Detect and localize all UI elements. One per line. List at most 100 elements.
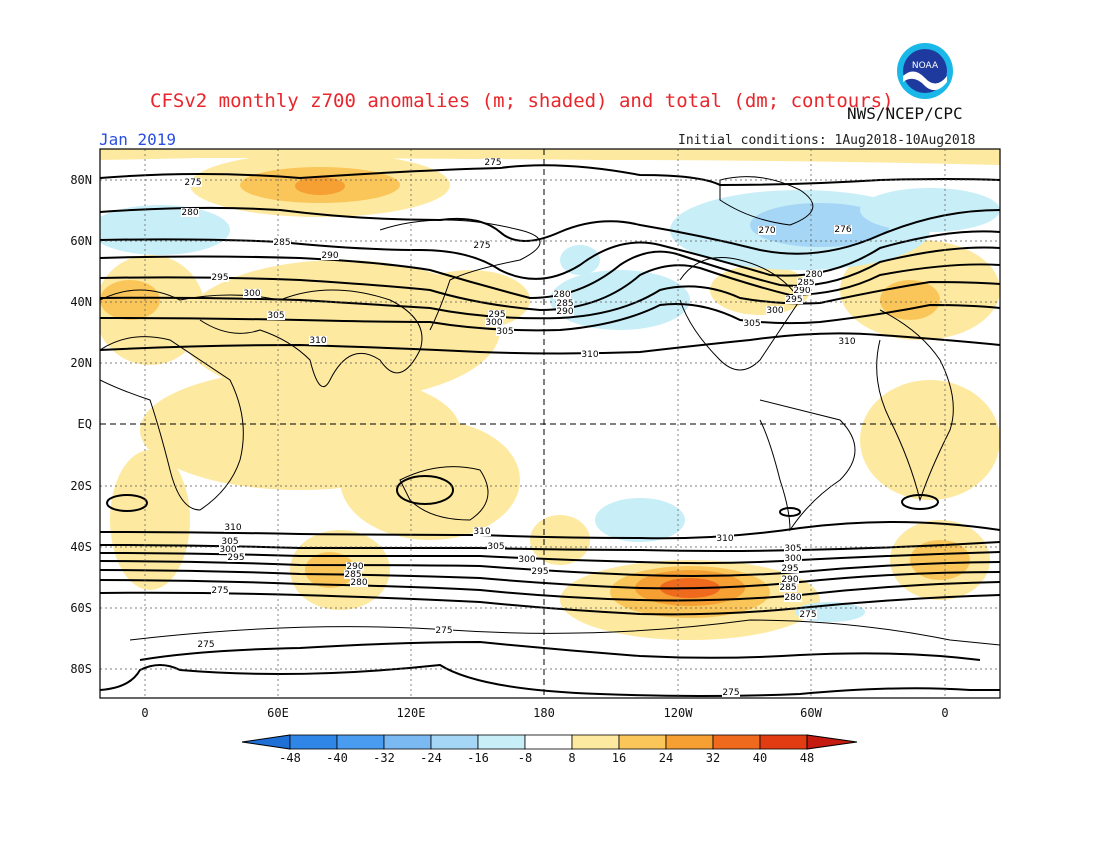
contour-label-bg [805, 270, 823, 279]
lon-label-0: 0 [141, 706, 149, 720]
noaa-logo-icon: NOAA [897, 43, 953, 99]
contour-label-bg [793, 286, 811, 295]
lon-label-120e: 120E [396, 706, 426, 720]
colorbar-label: 40 [752, 751, 768, 765]
contour-label: 300 [243, 289, 260, 299]
contour-label: 295 [781, 564, 798, 574]
contour-label-bg [344, 570, 362, 579]
contour-label: 290 [793, 286, 810, 296]
initial-conditions: Initial conditions: 1Aug2018-10Aug2018 [678, 133, 976, 148]
contour-label: 295 [488, 310, 505, 320]
contour-label-bg [581, 350, 599, 359]
contour-label-bg [227, 553, 245, 562]
contour-loop [779, 507, 801, 517]
contour-label-bg [531, 567, 549, 576]
contour-label: 285 [779, 583, 796, 593]
colorbar-label: -48 [279, 751, 301, 765]
contour-line [100, 332, 1000, 355]
colorbar-box [618, 734, 667, 750]
height-contours [100, 164, 1000, 697]
contour-label-bg [484, 158, 502, 167]
colorbar-label: -16 [467, 751, 489, 765]
contour-label-bg [219, 545, 237, 554]
colorbar-box [383, 734, 432, 750]
lon-label-60e: 60E [267, 706, 289, 720]
contour-label-bg [766, 306, 784, 315]
lat-label-60n: 60N [70, 234, 92, 248]
lat-label-20s: 20S [70, 479, 92, 493]
contour-label-bg [309, 336, 327, 345]
contour-label: 285 [556, 299, 573, 309]
equator-dateline [100, 149, 1000, 698]
contour-loop [396, 475, 454, 505]
contour-label-bg [556, 299, 574, 308]
contour-label: 275 [184, 178, 201, 188]
contour-line [100, 164, 1000, 187]
colorbar-box [712, 734, 761, 750]
contour-label: 275 [484, 158, 501, 168]
colorbar-label: 8 [568, 751, 576, 765]
colorbar-label: -24 [420, 751, 442, 765]
colorbar-box [477, 734, 526, 750]
contour-label-bg [553, 290, 571, 299]
contour-label-bg [722, 688, 740, 697]
contour-label-bg [485, 318, 503, 327]
colorbar-label: -8 [517, 751, 533, 765]
contour-label: 280 [553, 290, 570, 300]
colorbar-label: 48 [799, 751, 815, 765]
lat-label-eq: EQ [77, 417, 92, 431]
contour-label: 280 [181, 208, 198, 218]
colorbar-box [524, 734, 573, 750]
contour-label: 280 [805, 270, 822, 280]
contour-label: 290 [346, 562, 363, 572]
contour-label: 280 [784, 593, 801, 603]
contour-line [100, 541, 1000, 552]
lat-label-80s: 80S [70, 662, 92, 676]
contour-label-bg [781, 564, 799, 573]
contour-label-bg [784, 593, 802, 602]
contour-label-bg [435, 626, 453, 635]
contour-label-bg [211, 273, 229, 282]
contour-label: 295 [211, 273, 228, 283]
logo-text: NOAA [912, 61, 939, 71]
contour-label: 295 [227, 553, 244, 563]
contour-label: 275 [473, 241, 490, 251]
contour-label-bg [556, 307, 574, 316]
contour-line [100, 303, 1000, 332]
contour-label: 275 [197, 640, 214, 650]
contour-label-bg [221, 537, 239, 546]
agency-label: NWS/NCEP/CPC [847, 104, 963, 123]
lat-label-40s: 40S [70, 540, 92, 554]
contour-label: 285 [344, 570, 361, 580]
map-frame [99, 148, 1001, 699]
contour-label-bg [781, 575, 799, 584]
contour-label-bg [758, 226, 776, 235]
contour-label-bg [321, 251, 339, 260]
contour-label: 305 [784, 544, 801, 554]
contour-label: 295 [531, 567, 548, 577]
contour-label: 300 [518, 555, 535, 565]
contour-label: 270 [758, 226, 775, 236]
lat-label-20n: 20N [70, 356, 92, 370]
contour-label-bg [197, 640, 215, 649]
colorbar-box [759, 734, 808, 750]
contour-label: 310 [838, 337, 855, 347]
contour-label-bg [473, 527, 491, 536]
contour-label: 275 [211, 586, 228, 596]
contour-label: 305 [496, 327, 513, 337]
contour-label: 300 [784, 554, 801, 564]
contour-label-bg [184, 178, 202, 187]
contour-line [100, 591, 1000, 616]
contour-label-bg [518, 555, 536, 564]
lon-label-120w: 120W [663, 706, 693, 720]
contour-label-bg [779, 583, 797, 592]
contour-label: 275 [722, 688, 739, 698]
lat-label-80n: 80N [70, 173, 92, 187]
colorbar-label: 16 [611, 751, 627, 765]
contour-label: 300 [219, 545, 236, 555]
contour-label-bg [473, 241, 491, 250]
colorbar-box [430, 734, 479, 750]
contour-label-bg [243, 289, 261, 298]
colorbar-label: -40 [326, 751, 348, 765]
